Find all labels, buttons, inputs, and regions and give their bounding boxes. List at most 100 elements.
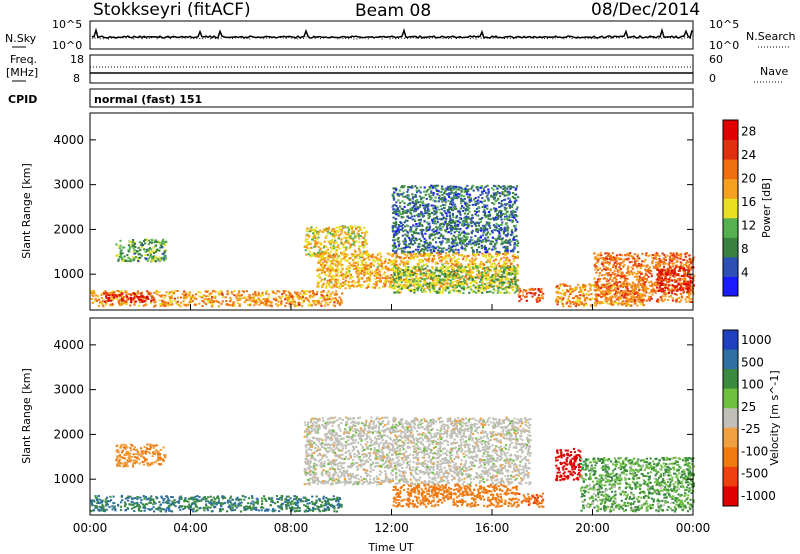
data-cell	[593, 301, 597, 304]
data-cell	[500, 276, 504, 279]
data-cell	[322, 290, 325, 293]
data-cell	[541, 296, 544, 299]
data-cell	[334, 299, 337, 302]
data-cell	[514, 197, 517, 200]
data-cell	[270, 302, 273, 305]
data-cell	[435, 241, 438, 244]
data-cell	[305, 244, 308, 247]
data-cell	[437, 276, 440, 279]
data-cell	[484, 277, 487, 280]
data-cell	[508, 292, 511, 294]
data-cell	[367, 283, 370, 286]
data-cell	[375, 257, 379, 260]
data-cell	[326, 248, 329, 251]
data-cell	[140, 300, 143, 303]
data-cell	[453, 203, 456, 206]
data-cell	[265, 304, 268, 307]
data-cell	[605, 283, 608, 286]
data-cell	[453, 207, 456, 210]
data-cell	[179, 305, 182, 308]
data-cell	[512, 238, 515, 241]
data-cell	[341, 285, 344, 287]
data-cell	[168, 299, 171, 302]
data-cell	[286, 295, 289, 298]
data-cell	[362, 246, 365, 249]
data-cell	[506, 266, 509, 269]
data-cell	[390, 268, 393, 271]
data-cell	[214, 297, 217, 300]
data-cell	[516, 279, 520, 282]
data-cell	[160, 256, 163, 259]
data-cell	[485, 279, 488, 282]
data-cell	[537, 294, 540, 297]
data-cell	[511, 272, 514, 275]
data-cell	[368, 275, 372, 278]
data-cell	[337, 281, 340, 284]
data-cell	[404, 239, 407, 242]
data-cell	[356, 275, 359, 278]
data-cell	[318, 249, 321, 252]
data-cell	[149, 292, 152, 295]
data-cell	[441, 273, 444, 276]
data-cell	[457, 235, 460, 238]
data-cell	[448, 192, 451, 195]
data-cell	[674, 255, 677, 258]
data-cell	[475, 248, 479, 251]
data-cell	[357, 273, 360, 276]
data-cell	[368, 268, 371, 271]
data-cell	[357, 267, 360, 270]
data-cell	[127, 244, 131, 247]
data-cell	[464, 201, 467, 204]
data-cell	[612, 283, 616, 286]
data-cell	[478, 281, 482, 283]
data-cell	[485, 239, 488, 242]
data-cell	[354, 236, 357, 239]
data-cell	[340, 242, 343, 245]
data-cell	[448, 196, 451, 198]
data-cell	[400, 288, 403, 291]
data-cell	[394, 285, 397, 288]
data-cell	[318, 259, 321, 262]
data-cell	[494, 194, 498, 197]
data-cell	[320, 257, 323, 260]
data-cell	[442, 287, 445, 290]
data-cell	[438, 288, 441, 291]
data-cell	[459, 281, 463, 284]
data-cell	[497, 251, 500, 254]
data-cell	[347, 231, 350, 234]
data-cell	[393, 280, 397, 283]
data-cell	[271, 290, 274, 293]
data-cell	[397, 244, 400, 247]
data-cell	[395, 256, 398, 259]
data-cell	[465, 265, 469, 268]
data-cell	[447, 247, 450, 250]
data-cell	[426, 209, 429, 212]
data-cell	[395, 218, 398, 221]
data-cell	[340, 258, 343, 261]
data-cell	[421, 290, 424, 293]
data-cell	[530, 292, 533, 295]
data-cell	[425, 242, 428, 244]
data-cell	[463, 240, 467, 243]
data-cell	[441, 282, 444, 285]
data-cell	[412, 257, 415, 260]
data-cell	[309, 242, 312, 245]
data-cell	[424, 274, 427, 277]
data-cell	[452, 251, 455, 254]
data-cell	[320, 291, 323, 294]
data-cell	[111, 296, 114, 299]
data-cell	[413, 291, 416, 294]
data-cell	[476, 239, 479, 242]
data-cell	[522, 291, 525, 294]
data-cell	[99, 301, 102, 304]
data-cell	[351, 237, 354, 240]
data-cell	[423, 252, 426, 255]
data-cell	[482, 228, 485, 231]
data-cell	[477, 246, 480, 249]
data-cell	[441, 291, 444, 294]
data-cell	[332, 254, 335, 257]
data-cell	[433, 290, 436, 293]
data-cell	[487, 270, 490, 273]
data-cell	[406, 269, 410, 271]
data-cell	[420, 211, 423, 214]
